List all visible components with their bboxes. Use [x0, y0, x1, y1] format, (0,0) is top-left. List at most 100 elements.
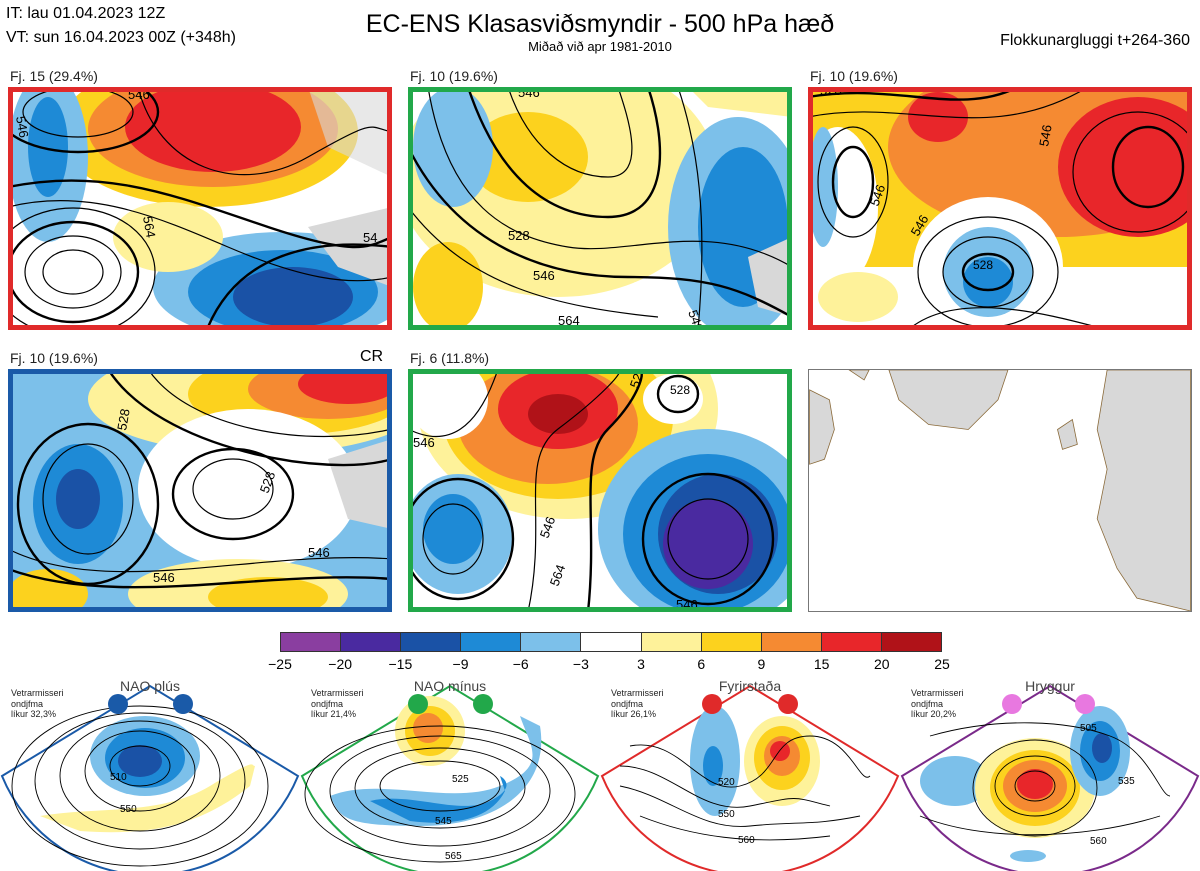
- page-subtitle: Miðað við apr 1981-2010: [528, 39, 672, 54]
- contour-label: 546: [308, 545, 330, 560]
- colorbar-tick-label: −9: [452, 656, 469, 672]
- cluster-2-label: Fj. 10 (19.6%): [410, 68, 498, 84]
- cluster-1-frame: [8, 87, 392, 330]
- contour-label: 525: [452, 774, 469, 785]
- contour-label: 546: [685, 308, 707, 330]
- regime-marker: [702, 694, 722, 714]
- contour-label: 560: [738, 835, 755, 846]
- cluster-2-map: 546 528 546 564 546: [408, 87, 792, 330]
- regime-ridge-map: 505 535 560: [900, 684, 1200, 871]
- regime-marker: [408, 694, 428, 714]
- cluster-5-label: Fj. 6 (11.8%): [410, 350, 490, 366]
- cluster-3-label: Fj. 10 (19.6%): [810, 68, 898, 84]
- colorbar-segment: [581, 633, 642, 651]
- colorbar-tick-label: −20: [328, 656, 353, 672]
- regime-marker: [1075, 694, 1095, 714]
- classification-window: Flokkunargluggi t+264-360: [1000, 32, 1190, 49]
- cluster-5-field: 546 528 546 528 564 546: [408, 369, 792, 612]
- contour-label: 564: [140, 215, 159, 239]
- regime-nao-minus: 525 545 565 NAO mínus Vetrarmisseri ondjf…: [300, 676, 600, 871]
- regime-probability: Vetrarmisseri ondjfma líkur 32,3%: [11, 688, 64, 719]
- regime-ridge: 505 535 560 Hryggur Vetrarmisseri ondjfma…: [900, 676, 1200, 871]
- cluster-3-field: 528 546 546 528 546: [808, 87, 1192, 330]
- regime-marker: [1002, 694, 1022, 714]
- colorbar-segment: [701, 633, 762, 651]
- cluster-1-field: 546 564 54 546: [8, 87, 392, 330]
- page-title: EC-ENS Klasasviðsmyndir - 500 hPa hæð: [365, 10, 835, 38]
- contour-label: 560: [1090, 836, 1107, 847]
- contour-label: 546: [153, 570, 175, 585]
- colorbar-tick-label: 15: [813, 656, 830, 672]
- cluster-2-frame: [408, 87, 792, 330]
- initial-time: IT: lau 01.04.2023 12Z: [6, 5, 166, 22]
- regime-marker: [108, 694, 128, 714]
- colorbar-segment: [461, 633, 522, 651]
- regime-nao-plus: 510 550 NAO plús Vetrarmisseri ondjfma lík…: [0, 676, 300, 871]
- contour-label: 546: [413, 435, 435, 450]
- colorbar-tick-label: −15: [388, 656, 413, 672]
- contour-label: 505: [1080, 723, 1097, 734]
- contour-label: 550: [120, 804, 137, 815]
- colorbar-tick-label: 20: [874, 656, 890, 672]
- colorbar-segment: [281, 633, 342, 651]
- regime-name: NAO mínus: [413, 678, 487, 694]
- regime-probability: Vetrarmisseri ondjfma líkur 26,1%: [611, 688, 664, 719]
- colorbar-tick-label: −6: [512, 656, 529, 672]
- contour-label: 564: [558, 313, 580, 328]
- cluster-4-map: 528 546 546 528: [8, 369, 392, 612]
- contour-label: 528: [114, 408, 133, 432]
- colorbar-segment: [341, 633, 402, 651]
- cluster-3-map: 528 546 546 528 546: [808, 87, 1192, 330]
- regime-probability: Vetrarmisseri ondjfma líkur 20,2%: [911, 688, 964, 719]
- colorbar-tick-label: 9: [757, 656, 766, 672]
- regime-blocking-map: 520 550 560: [600, 684, 900, 871]
- regime-nao-minus-map: 525 545 565: [300, 684, 600, 871]
- contour-label: 528: [508, 228, 530, 243]
- regime-name: NAO plús: [120, 678, 180, 694]
- contour-label: 535: [1118, 776, 1135, 787]
- contour-label: 546: [13, 115, 32, 139]
- cluster-2-field: 546 528 546 564 546: [408, 87, 792, 330]
- cluster-1-label: Fj. 15 (29.4%): [10, 68, 98, 84]
- cluster-1-map: 546 564 54 546: [8, 87, 392, 330]
- contour-label: 520: [718, 777, 735, 788]
- colorbar-tick-label: −3: [572, 656, 589, 672]
- regime-marker: [778, 694, 798, 714]
- cluster-4-regime-tag: CR: [360, 348, 384, 365]
- cluster-5-map: 546 528 546 528 564 546: [408, 369, 792, 612]
- empty-map-coastlines: [809, 370, 1191, 611]
- regime-name: Hryggur: [1025, 678, 1075, 694]
- colorbar-tick-label: 3: [637, 656, 645, 672]
- regime-marker: [473, 694, 493, 714]
- contour-label: 546: [537, 515, 559, 541]
- colorbar-tick-label: 6: [697, 656, 706, 672]
- contour-label: 564: [547, 563, 569, 589]
- contour-label: 546: [867, 183, 889, 209]
- valid-time: VT: sun 16.04.2023 00Z (+348h): [6, 29, 236, 46]
- contour-label: 550: [718, 809, 735, 820]
- cluster-4-label: Fj. 10 (19.6%): [10, 350, 98, 366]
- colorbar-tick-label: 25: [934, 656, 950, 672]
- colorbar-segment: [881, 633, 942, 651]
- contour-label: 546: [533, 268, 555, 283]
- colorbar-segment: [521, 633, 582, 651]
- cluster-3-frame: [808, 87, 1192, 330]
- cluster-4-frame: [8, 369, 392, 612]
- contour-label: 528: [820, 87, 842, 98]
- cluster-5-frame: [408, 369, 792, 612]
- regime-probability: Vetrarmisseri ondjfma líkur 21,4%: [311, 688, 364, 719]
- regime-nao-plus-map: 510 550: [0, 684, 300, 871]
- contour-label: 528: [257, 470, 279, 496]
- contour-label: 510: [110, 772, 127, 783]
- empty-map-panel: [808, 369, 1192, 612]
- colorbar-segment: [821, 633, 882, 651]
- contour-label: 565: [445, 851, 462, 862]
- contour-label: 54: [363, 230, 377, 245]
- cluster-4-field: 528 546 546 528: [8, 369, 392, 612]
- colorbar-tick-label: −25: [268, 656, 292, 672]
- regime-marker: [173, 694, 193, 714]
- colorbar: [280, 632, 942, 652]
- colorbar-segment: [401, 633, 462, 651]
- contour-label: 546: [1036, 124, 1055, 148]
- regime-blocking: 520 550 560 Fyrirstaða Vetrarmisseri ondj…: [600, 676, 900, 871]
